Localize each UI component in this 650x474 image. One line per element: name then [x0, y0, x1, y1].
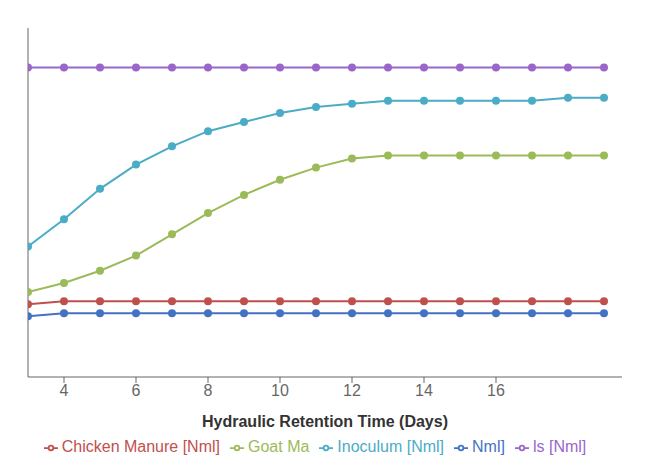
html-text:Inoculum [Nml]: Inoculum [Nml] [337, 438, 445, 455]
html-text:Nml]: Nml] [472, 438, 505, 455]
svg-text:6: 6 [132, 382, 141, 399]
html-text:Chicken Manure [Nml]: Chicken Manure [Nml] [61, 438, 220, 455]
svg-text:10: 10 [271, 382, 289, 399]
svg-text:14: 14 [415, 382, 433, 399]
html-text:ls [Nml]: ls [Nml] [533, 438, 587, 455]
svg-text:Hydraulic Retention Time (Days: Hydraulic Retention Time (Days) [202, 413, 448, 430]
svg-text:16: 16 [487, 382, 505, 399]
html-text:Goat Ma: Goat Ma [248, 438, 310, 455]
svg-text:12: 12 [343, 382, 361, 399]
svg-text:4: 4 [60, 382, 69, 399]
svg-text:8: 8 [204, 382, 213, 399]
